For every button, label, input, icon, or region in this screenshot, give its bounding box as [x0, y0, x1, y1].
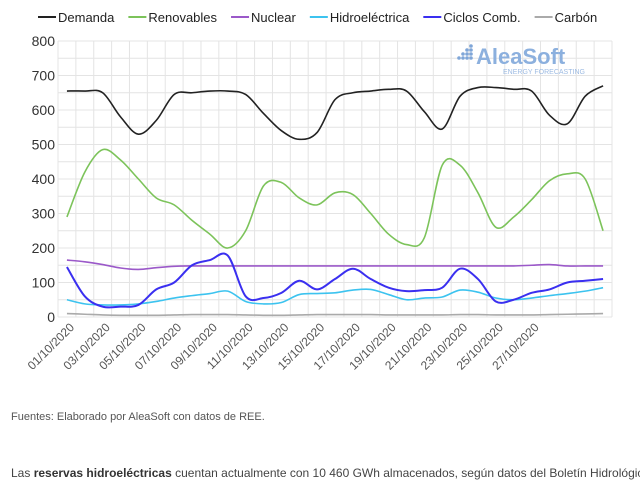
- watermark-logo-dot: [465, 48, 469, 52]
- watermark-logo-dot: [457, 56, 461, 60]
- watermark-brand: AleaSoft: [476, 44, 566, 69]
- y-tick-label: 200: [32, 240, 56, 256]
- source-note: Fuentes: Elaborado por AleaSoft con dato…: [11, 411, 265, 423]
- watermark-logo-dot: [465, 56, 469, 60]
- paragraph-text-start: Las: [11, 466, 34, 480]
- body-paragraph: Las reservas hidroeléctricas cuentan act…: [11, 466, 640, 480]
- legend-label: Ciclos Comb.: [443, 10, 520, 25]
- y-tick-label: 700: [32, 68, 56, 84]
- legend-label: Nuclear: [251, 10, 296, 25]
- watermark-logo-dot: [469, 48, 473, 52]
- watermark-tagline: ENERGY FORECASTING: [503, 69, 585, 76]
- y-tick-label: 800: [32, 33, 56, 49]
- paragraph-text-end: cuentan actualmente con 10 460 GWh almac…: [171, 466, 640, 480]
- watermark-logo-dot: [469, 56, 473, 60]
- series-line-ciclos-comb-: [66, 252, 604, 309]
- watermark-logo-dot: [461, 52, 465, 56]
- y-tick-label: 600: [32, 102, 56, 118]
- y-tick-label: 400: [32, 171, 56, 187]
- watermark-logo-dot: [461, 56, 465, 60]
- y-tick-label: 100: [32, 275, 56, 291]
- y-tick-label: 500: [32, 137, 56, 153]
- series-line-renovables: [66, 148, 604, 249]
- legend-label: Renovables: [148, 10, 217, 25]
- line-chart: 010020030040050060070080001/10/202003/10…: [25, 10, 613, 373]
- legend-label: Demanda: [58, 10, 115, 25]
- y-tick-label: 300: [32, 206, 56, 222]
- series-line-carb-n: [66, 312, 604, 317]
- legend-label: Hidroeléctrica: [330, 10, 410, 25]
- y-tick-label: 0: [47, 309, 55, 325]
- watermark-logo-dot: [465, 52, 469, 56]
- watermark-logo-dot: [469, 52, 473, 56]
- series-line-demanda: [66, 85, 604, 141]
- watermark-logo-dot: [469, 44, 473, 48]
- legend-label: Carbón: [555, 10, 598, 25]
- series-line-nuclear: [66, 259, 604, 271]
- paragraph-bold: reservas hidroeléctricas: [33, 466, 172, 480]
